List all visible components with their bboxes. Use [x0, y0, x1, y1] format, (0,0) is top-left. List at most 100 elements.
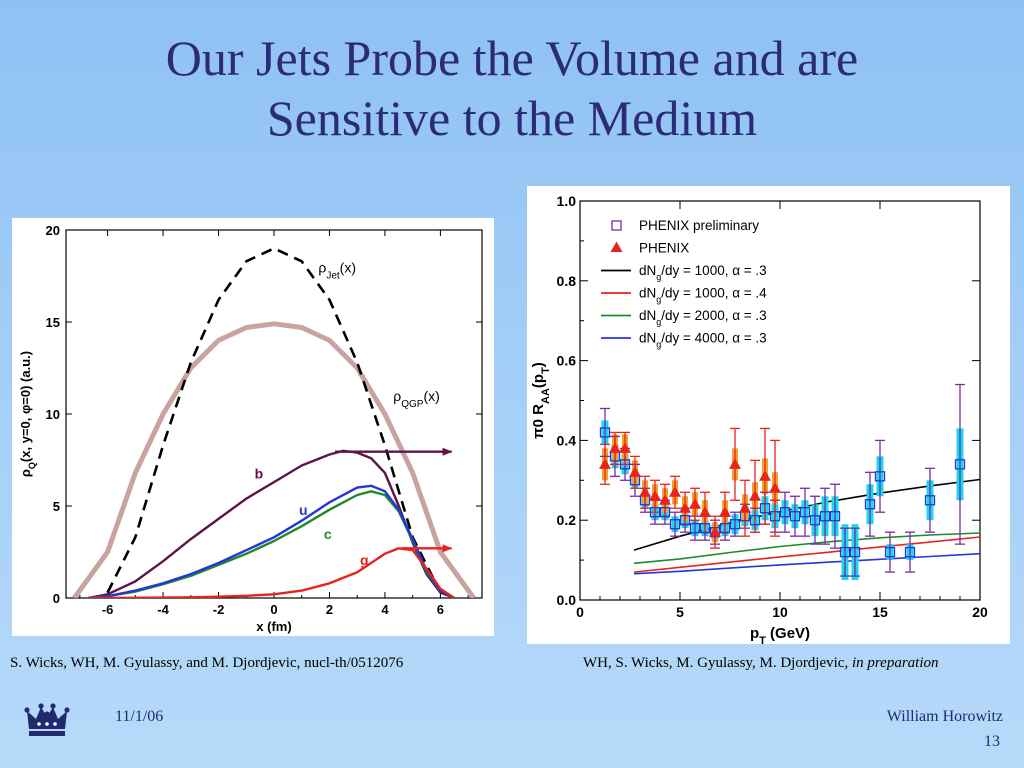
x-tick-label: -2 — [213, 602, 225, 617]
series-line-5 — [88, 547, 455, 598]
raa-y-tick-label: 0.8 — [557, 273, 577, 289]
phenix-preliminary-point — [819, 511, 831, 522]
x-tick-label: 4 — [381, 602, 389, 617]
curve-label-jet-part-1: Jet — [326, 270, 340, 281]
raa-y-axis-label-part-4: (p — [530, 374, 547, 388]
curve-label-jet-part-2: (x) — [340, 259, 356, 275]
legend-marker-phenix-preliminary — [611, 220, 622, 231]
raa-y-axis-label-part-0: π — [530, 427, 547, 439]
y-axis-label-part-0: ρ — [18, 469, 33, 477]
raa-x-tick-label: 20 — [972, 604, 988, 620]
y-axis-label-part-3: φ — [18, 405, 33, 414]
raa-y-axis-label-part-2: R — [530, 404, 547, 419]
legend-label-m4-part-2: /dy = 4000, — [661, 331, 732, 346]
phenix-preliminary-point — [659, 507, 671, 518]
legend-label-phenix-part-0: PHENIX — [639, 241, 689, 256]
phenix-preliminary-point — [689, 523, 701, 534]
phenix-point — [749, 490, 761, 501]
legend-label-m4: dNg/dy = 4000, α = .3 — [639, 331, 767, 350]
phenix-point — [629, 466, 641, 477]
curve-label-qgp-part-1: QGP — [401, 399, 424, 410]
raa-y-axis-label: π0 RAA(pT) — [530, 362, 552, 439]
slide-page-number: 13 — [984, 733, 1000, 750]
raa-x-axis-label: pT (GeV) — [750, 625, 810, 644]
phenix-preliminary-point — [789, 511, 801, 522]
series-line-2 — [87, 449, 455, 598]
phenix-point — [679, 502, 691, 513]
phenix-preliminary-point — [769, 511, 781, 522]
y-axis-label-part-2: (x, y=0, — [18, 414, 33, 462]
raa-x-axis-label-part-0: p — [750, 625, 759, 642]
x-tick-label: 6 — [437, 602, 444, 617]
phenix-preliminary-point — [799, 507, 811, 518]
left-chart-citation: S. Wicks, WH, M. Gyulassy, and M. Djordj… — [10, 655, 404, 671]
plot-frame — [65, 229, 483, 599]
phenix-point — [619, 442, 631, 453]
legend-label-m1-part-3: α — [732, 263, 740, 278]
model-curve-4 — [633, 552, 980, 575]
raa-y-axis-label-part-6: ) — [530, 362, 547, 367]
y-tick-label: 5 — [53, 499, 60, 514]
phenix-point — [699, 506, 711, 517]
legend-label-m3-part-3: α — [732, 308, 740, 323]
slide-title-line-2: Sensitive to the Medium — [266, 90, 758, 146]
slide-date: 11/1/06 — [115, 708, 164, 725]
legend-label-phenix: PHENIX — [639, 241, 689, 256]
density-chart-panel: -6 -4 -2 0 2 4 6 0 5 10 15 20 x (fm) ρQ(x, y=0, φ=0) … — [12, 218, 494, 636]
phenix-preliminary-point — [619, 459, 631, 470]
phenix-point — [739, 502, 751, 513]
legend-label-m3-part-1: g — [656, 317, 661, 327]
phenix-preliminary-point — [849, 546, 861, 558]
phenix-preliminary-point — [679, 515, 691, 526]
phenix-preliminary-point — [884, 546, 896, 558]
y-tick-label: 10 — [46, 407, 60, 422]
curve-label-g: g — [360, 552, 369, 568]
phenix-preliminary-point — [874, 471, 886, 482]
phenix-point — [639, 486, 651, 497]
right-citation-status: in preparation — [851, 655, 939, 671]
legend-label-m1-part-1: g — [656, 272, 661, 282]
x-tick-label: -4 — [157, 602, 169, 617]
curve-label-qgp-part-2: (x) — [423, 388, 439, 404]
slide-author: William Horowitz — [886, 708, 1003, 725]
legend-label-m3-part-4: = .3 — [740, 308, 767, 323]
raa-plot-area — [599, 383, 980, 581]
y-axis-label: ρQ(x, y=0, φ=0) (a.u.) — [18, 351, 37, 477]
x-tick-label: -6 — [102, 602, 114, 617]
x-tick-label: 0 — [270, 602, 277, 617]
raa-y-tick-label: 0.2 — [557, 512, 577, 528]
x-tick-label: 2 — [326, 602, 333, 617]
curve-label-c: c — [324, 526, 332, 542]
raa-y-tick-label: 0.0 — [557, 592, 577, 608]
legend-label-m2-part-3: α — [732, 286, 740, 301]
phenix-preliminary-point — [649, 507, 661, 518]
legend-label-m1-part-4: = .3 — [740, 263, 767, 278]
phenix-preliminary-point — [779, 507, 791, 518]
model-curve-3 — [633, 532, 980, 565]
raa-x-tick-label: 5 — [676, 604, 684, 620]
phenix-preliminary-point — [839, 546, 851, 558]
raa-plot-frame — [579, 200, 981, 601]
curve-label-qgp-part-0: ρ — [393, 388, 401, 404]
phenix-point — [649, 490, 661, 501]
raa-chart-panel: 0 5 10 15 20 0.0 0.2 0.4 0.6 0.8 1.0 pT (GeV) π0 RAA… — [527, 186, 1010, 647]
raa-y-axis-label-part-3: AA — [540, 388, 552, 404]
phenix-preliminary-point — [924, 495, 936, 506]
curve-label-b: b — [255, 465, 264, 481]
y-tick-label: 0 — [53, 591, 60, 606]
legend-label-phenix_pre: PHENIX preliminary — [639, 218, 759, 233]
raa-x-tick-label: 0 — [576, 604, 584, 620]
x-axis-label: x (fm) — [256, 619, 291, 634]
legend-label-m2-part-4: = .4 — [740, 286, 767, 301]
raa-y-tick-label: 0.6 — [557, 353, 577, 369]
phenix-point — [609, 442, 621, 453]
phenix-preliminary-point — [809, 515, 821, 526]
phenix-preliminary-point — [729, 519, 741, 530]
phenix-point — [759, 470, 771, 481]
legend-label-m2-part-1: g — [656, 295, 661, 305]
model-curve-2 — [633, 536, 980, 573]
raa-y-tick-label: 1.0 — [557, 193, 577, 209]
legend-label-m2-part-0: dN — [639, 286, 656, 301]
y-axis-label-part-4: =0) (a.u.) — [18, 351, 33, 405]
